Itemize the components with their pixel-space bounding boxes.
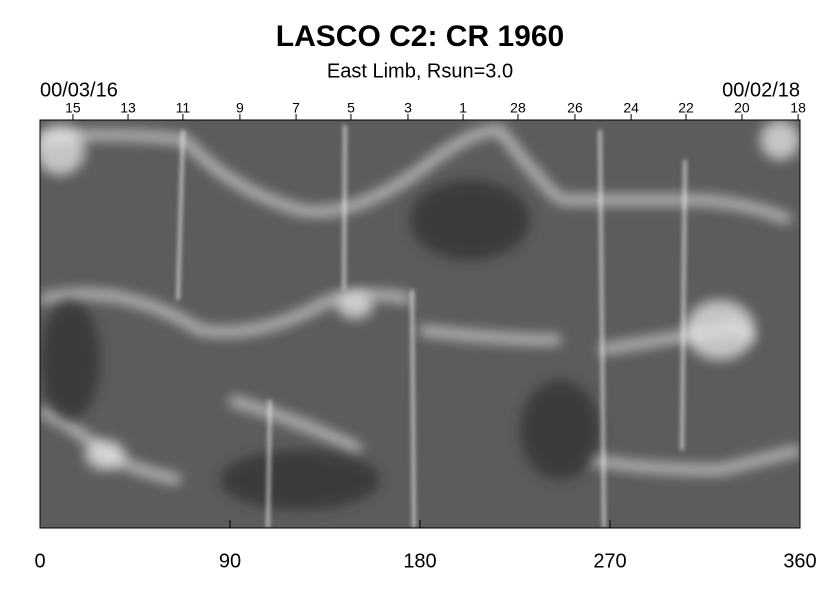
synoptic-image (40, 120, 800, 528)
top-tick-label: 18 (790, 100, 806, 116)
top-tick-label: 26 (567, 100, 583, 116)
top-tick-label: 24 (623, 100, 639, 116)
top-tick-label: 9 (236, 100, 244, 116)
x-tick-label: 0 (34, 550, 45, 572)
x-tick-label: 90 (219, 550, 241, 572)
top-tick-label: 1 (459, 100, 467, 116)
top-tick-label: 22 (678, 100, 694, 116)
x-tick-label: 270 (593, 550, 626, 572)
top-tick-label: 7 (292, 100, 300, 116)
top-tick-label: 13 (120, 100, 136, 116)
x-tick-label: 360 (783, 550, 816, 572)
start-date: 00/03/16 (40, 79, 118, 101)
chart-title: LASCO C2: CR 1960 (276, 20, 564, 53)
top-tick-label: 3 (404, 100, 412, 116)
end-date: 00/02/18 (722, 79, 800, 101)
chart-subtitle: East Limb, Rsun=3.0 (327, 60, 513, 82)
x-tick-label: 180 (403, 550, 436, 572)
top-tick-label: 5 (347, 100, 355, 116)
top-tick-label: 11 (176, 100, 191, 116)
top-tick-label: 28 (510, 100, 526, 116)
top-tick-label: 20 (734, 100, 750, 116)
top-tick-label: 15 (65, 100, 81, 116)
